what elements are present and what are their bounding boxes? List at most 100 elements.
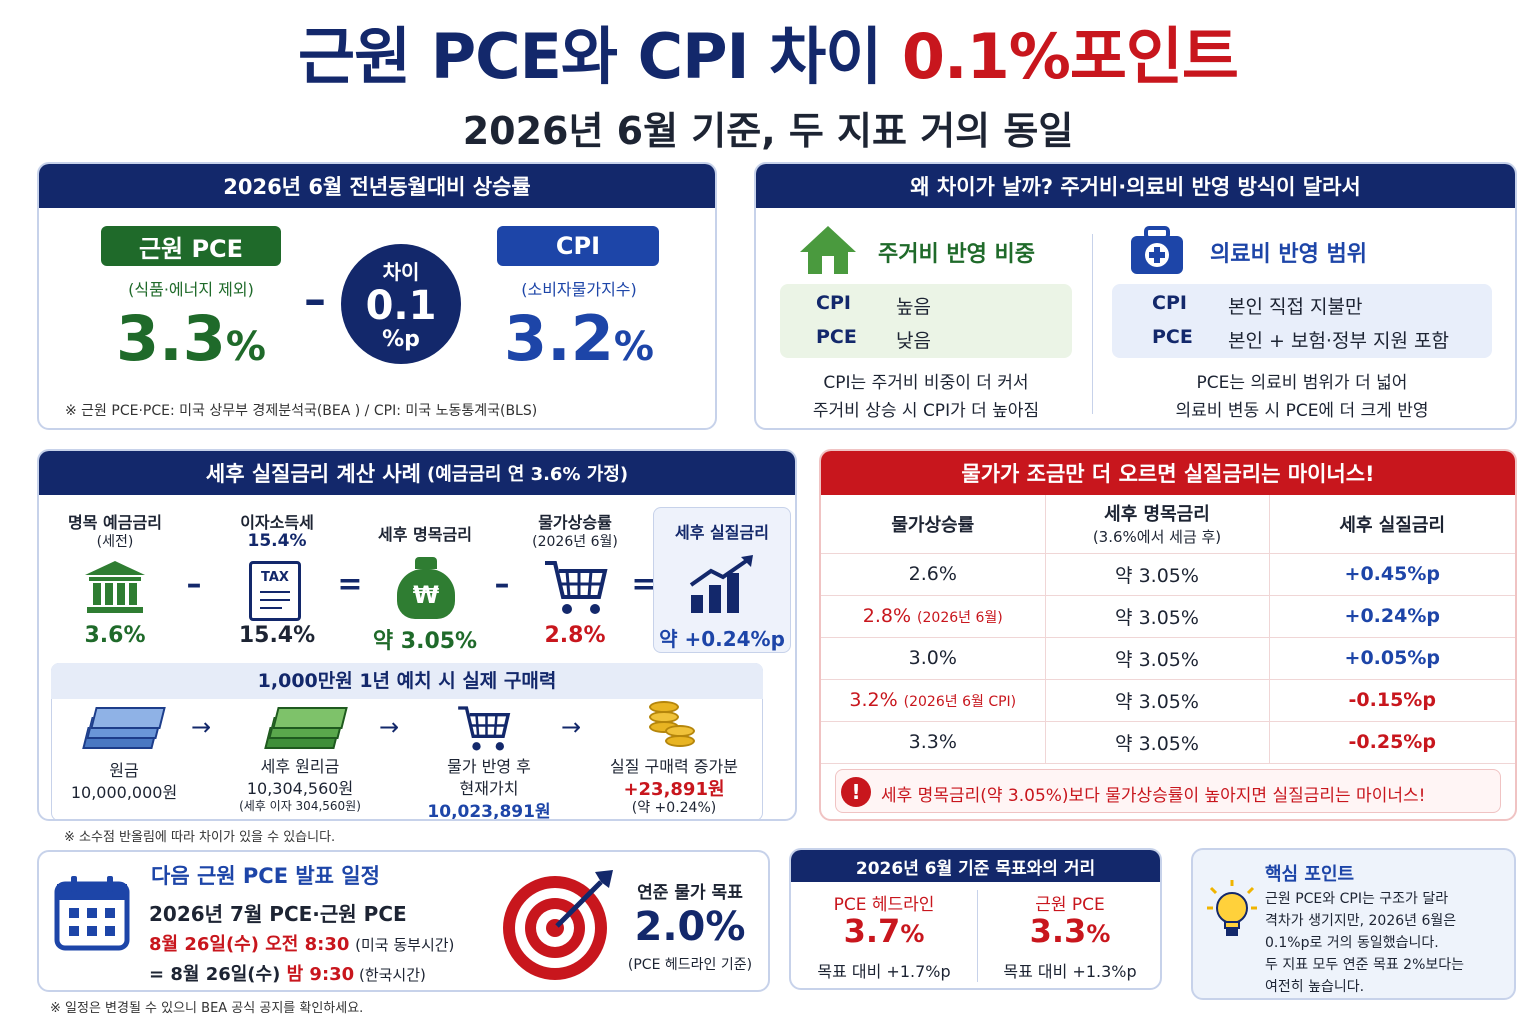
cpi-sub: (소비자물가지수) bbox=[521, 280, 637, 299]
col-real: 세후 실질금리 bbox=[1268, 495, 1515, 554]
s5-value: 약 +0.24%p bbox=[659, 627, 785, 651]
cpi-value: 3.2% bbox=[504, 302, 654, 375]
p3-label1: 물가 반영 후 bbox=[447, 757, 531, 776]
p2-value: 10,304,560원 bbox=[246, 779, 354, 798]
col-nominal: 세후 명목금리 (3.6%에서 세금 후) bbox=[1044, 495, 1269, 554]
page-subtitle: 2026년 6월 기준, 두 지표 거의 동일 bbox=[462, 109, 1074, 153]
negative-header: 물가가 조금만 더 오르면 실질금리는 마이너스! bbox=[821, 451, 1515, 495]
row-real: -0.25%p bbox=[1268, 721, 1515, 764]
calendar-icon bbox=[54, 876, 130, 951]
s3-value: 약 3.05% bbox=[372, 629, 478, 654]
p3-value: 10,023,891원 bbox=[427, 802, 551, 821]
title-main: 근원 PCE와 CPI 차이 bbox=[298, 20, 882, 93]
yoy-note: ※ 근원 PCE·PCE: 미국 상무부 경제분석국(BEA ) / CPI: … bbox=[65, 403, 538, 419]
title-highlight: 0.1%포인트 bbox=[901, 20, 1239, 93]
housing-desc1: CPI는 주거비 비중이 더 커서 bbox=[823, 373, 1029, 393]
cash-stack-icon bbox=[82, 707, 166, 751]
op-minus-1: – bbox=[186, 567, 202, 602]
s1-label: 명목 예금금리 bbox=[68, 513, 162, 532]
p3-label2: 현재가치 bbox=[459, 779, 519, 798]
schedule-note: ※ 일정은 변경될 수 있으니 BEA 공식 공지를 확인하세요. bbox=[50, 1001, 364, 1016]
tax-document-icon: TAX bbox=[249, 561, 301, 621]
distance-divider bbox=[977, 890, 978, 982]
medical-r2-key: PCE bbox=[1152, 326, 1193, 348]
why-divider bbox=[1092, 234, 1093, 414]
growth-chart-icon bbox=[689, 555, 753, 613]
diff-label: 차이 bbox=[382, 260, 420, 284]
schedule-line2: 8월 26일(수) 오전 8:30 (미국 동부시간) bbox=[149, 934, 455, 955]
negative-row: 2.6% 약 3.05% +0.45%p bbox=[821, 553, 1515, 596]
won-sign: ₩ bbox=[412, 581, 440, 609]
yoy-panel: 2026년 6월 전년동월대비 상승률 근원 PCE (식품·에너지 제외) 3… bbox=[37, 162, 717, 430]
target-sub: (PCE 헤드라인 기준) bbox=[627, 957, 753, 973]
negative-row: 3.3% 약 3.05% -0.25%p bbox=[821, 721, 1515, 764]
row-inflation: 2.8% (2026년 6월) bbox=[821, 595, 1045, 638]
row-nominal: 약 3.05% bbox=[1044, 553, 1269, 596]
key-line: 0.1%p로 거의 동일했습니다. bbox=[1265, 935, 1439, 951]
tax-text: TAX bbox=[261, 570, 289, 585]
housing-title: 주거비 반영 비중 bbox=[878, 242, 1035, 267]
s2-sub: 15.4% bbox=[247, 531, 307, 551]
warning-icon: ! bbox=[841, 777, 871, 807]
s3-label: 세후 명목금리 bbox=[378, 525, 472, 544]
medical-kit-icon bbox=[1131, 226, 1183, 274]
negative-row: 3.0% 약 3.05% +0.05%p bbox=[821, 637, 1515, 680]
row-inflation: 3.3% bbox=[821, 721, 1045, 764]
negative-row: 3.2% (2026년 6월 CPI) 약 3.05% -0.15%p bbox=[821, 679, 1515, 722]
medical-box bbox=[1112, 284, 1492, 358]
row-nominal: 약 3.05% bbox=[1044, 721, 1269, 764]
s4-value: 2.8% bbox=[544, 623, 606, 648]
distance-b-value: 3.3% bbox=[1029, 912, 1111, 950]
cart-icon-small bbox=[458, 706, 511, 751]
distance-a-value: 3.7% bbox=[843, 912, 925, 950]
s1-value: 3.6% bbox=[84, 623, 146, 648]
p4-label: 실질 구매력 증가분 bbox=[610, 757, 738, 776]
key-line: 근원 PCE와 CPI는 구조가 달라 bbox=[1265, 891, 1449, 907]
op-minus-2: – bbox=[494, 567, 510, 602]
s5-label: 세후 실질금리 bbox=[675, 523, 769, 542]
distance-b-label: 근원 PCE bbox=[1035, 895, 1105, 915]
row-nominal: 약 3.05% bbox=[1044, 595, 1269, 638]
calc-header: 세후 실질금리 계산 사례 (예금금리 연 3.6% 가정) bbox=[39, 451, 795, 495]
target-icon bbox=[503, 870, 613, 980]
row-nominal: 약 3.05% bbox=[1044, 637, 1269, 680]
housing-desc2: 주거비 상승 시 CPI가 더 높아짐 bbox=[812, 401, 1040, 421]
p2-label: 세후 원리금 bbox=[260, 757, 340, 776]
calc-header-small: (예금금리 연 3.6% 가정) bbox=[427, 464, 629, 485]
page-title: 근원 PCE와 CPI 차이 0.1%포인트 bbox=[0, 6, 1536, 96]
row-real: +0.45%p bbox=[1268, 553, 1515, 596]
housing-r2-val: 낮음 bbox=[896, 330, 931, 352]
op-eq-2: = bbox=[631, 567, 657, 602]
lightbulb-icon bbox=[1207, 880, 1257, 936]
pce-sub: (식품·에너지 제외) bbox=[128, 280, 254, 299]
schedule-title: 다음 근원 PCE 발표 일정 bbox=[151, 864, 380, 888]
warning-box bbox=[835, 769, 1501, 813]
green-cash-icon bbox=[264, 707, 348, 751]
distance-header: 2026년 6월 기준 목표와의 거리 bbox=[791, 850, 1160, 882]
pce-value: 3.3% bbox=[116, 302, 266, 375]
col-inflation: 물가상승률 bbox=[821, 495, 1045, 554]
s4-label: 물가상승률 bbox=[538, 513, 612, 532]
key-line: 두 지표 모두 연준 목표 2%보다는 bbox=[1265, 957, 1465, 973]
yoy-minus: – bbox=[304, 274, 326, 325]
p4-sub: (약 +0.24%) bbox=[631, 800, 717, 816]
key-title: 핵심 포인트 bbox=[1265, 864, 1355, 885]
calc-header-main: 세후 실질금리 계산 사례 bbox=[205, 462, 422, 486]
arrow-3: → bbox=[561, 713, 582, 741]
medical-desc2: 의료비 변동 시 PCE에 더 크게 반영 bbox=[1175, 401, 1429, 421]
medical-r2-val: 본인 + 보험·정부 지원 포함 bbox=[1228, 330, 1449, 352]
medical-desc1: PCE는 의료비 범위가 더 넓어 bbox=[1196, 373, 1408, 393]
housing-r1-val: 높음 bbox=[896, 296, 931, 318]
why-header: 왜 차이가 날까? 주거비·의료비 반영 방식이 달라서 bbox=[756, 164, 1515, 208]
row-real: +0.24%p bbox=[1268, 595, 1515, 638]
calc-panel: 세후 실질금리 계산 사례 (예금금리 연 3.6% 가정) 명목 예금금리 (세… bbox=[37, 449, 797, 821]
diff-circle: 차이 0.1 %p bbox=[341, 244, 461, 364]
arrow-2: → bbox=[379, 713, 400, 741]
pce-pill: 근원 PCE bbox=[101, 226, 281, 266]
schedule-line1: 2026년 7월 PCE·근원 PCE bbox=[149, 902, 407, 926]
money-bag-icon: ₩ bbox=[397, 557, 455, 619]
housing-r1-key: CPI bbox=[816, 292, 851, 314]
schedule-panel: 다음 근원 PCE 발표 일정 2026년 7월 PCE·근원 PCE 8월 2… bbox=[37, 850, 770, 992]
key-panel: 핵심 포인트 근원 PCE와 CPI는 구조가 달라 격차가 생기지만, 202… bbox=[1191, 848, 1516, 1000]
house-icon bbox=[800, 226, 856, 274]
